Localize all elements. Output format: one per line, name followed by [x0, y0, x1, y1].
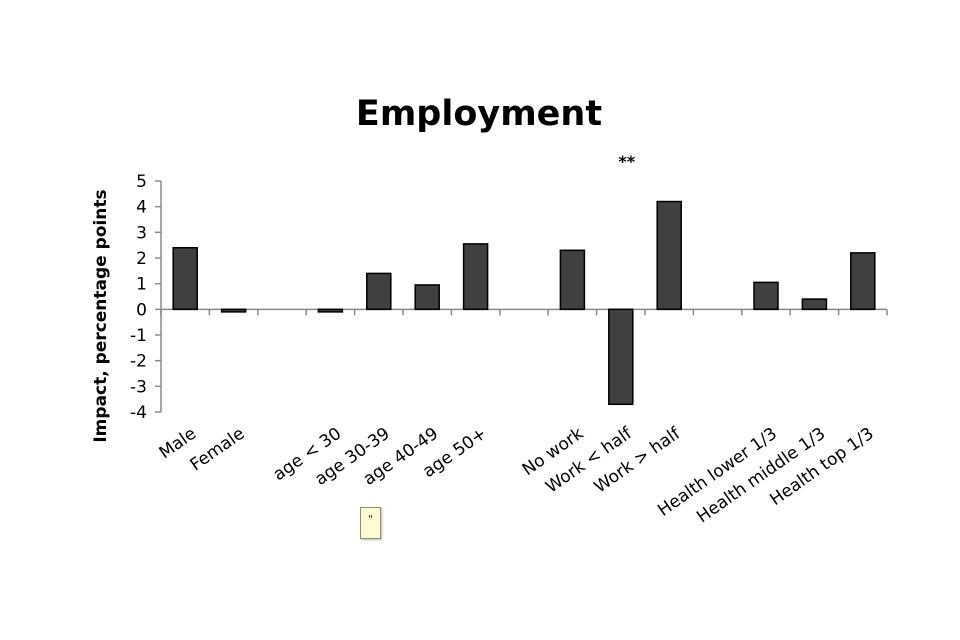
y-tick-label: 2 — [136, 249, 147, 269]
y-tick-label: -2 — [130, 352, 147, 372]
y-axis-label: Impact, percentage points — [91, 189, 111, 442]
bar — [801, 298, 828, 311]
chart-title: Employment — [356, 94, 602, 134]
bar — [656, 200, 682, 311]
bar — [850, 252, 876, 311]
y-tick-label: 1 — [136, 275, 147, 295]
y-axis: 5 4 3 2 1 0 -1 -2 -3 -4 — [130, 172, 162, 423]
y-tick-label: -1 — [130, 326, 147, 346]
bar — [559, 249, 586, 311]
significance-annotation: ** — [618, 152, 635, 171]
bar — [753, 281, 779, 311]
bar — [220, 308, 247, 313]
annotations: ** — [618, 152, 635, 171]
y-tick-label: 3 — [136, 223, 147, 243]
bar — [317, 308, 344, 313]
bar — [172, 246, 198, 311]
bar — [608, 308, 634, 406]
bar — [414, 284, 440, 311]
y-tick-label: 0 — [136, 300, 147, 320]
comment-note-icon[interactable]: " — [360, 507, 381, 539]
bar-series — [172, 200, 876, 406]
bar — [366, 272, 392, 311]
y-tick-label: -3 — [130, 377, 147, 397]
x-tick-label: Female — [187, 424, 249, 476]
y-tick-label: -4 — [130, 403, 147, 423]
y-tick-label: 5 — [136, 172, 147, 192]
bar — [462, 243, 489, 311]
y-tick-label: 4 — [136, 198, 147, 218]
